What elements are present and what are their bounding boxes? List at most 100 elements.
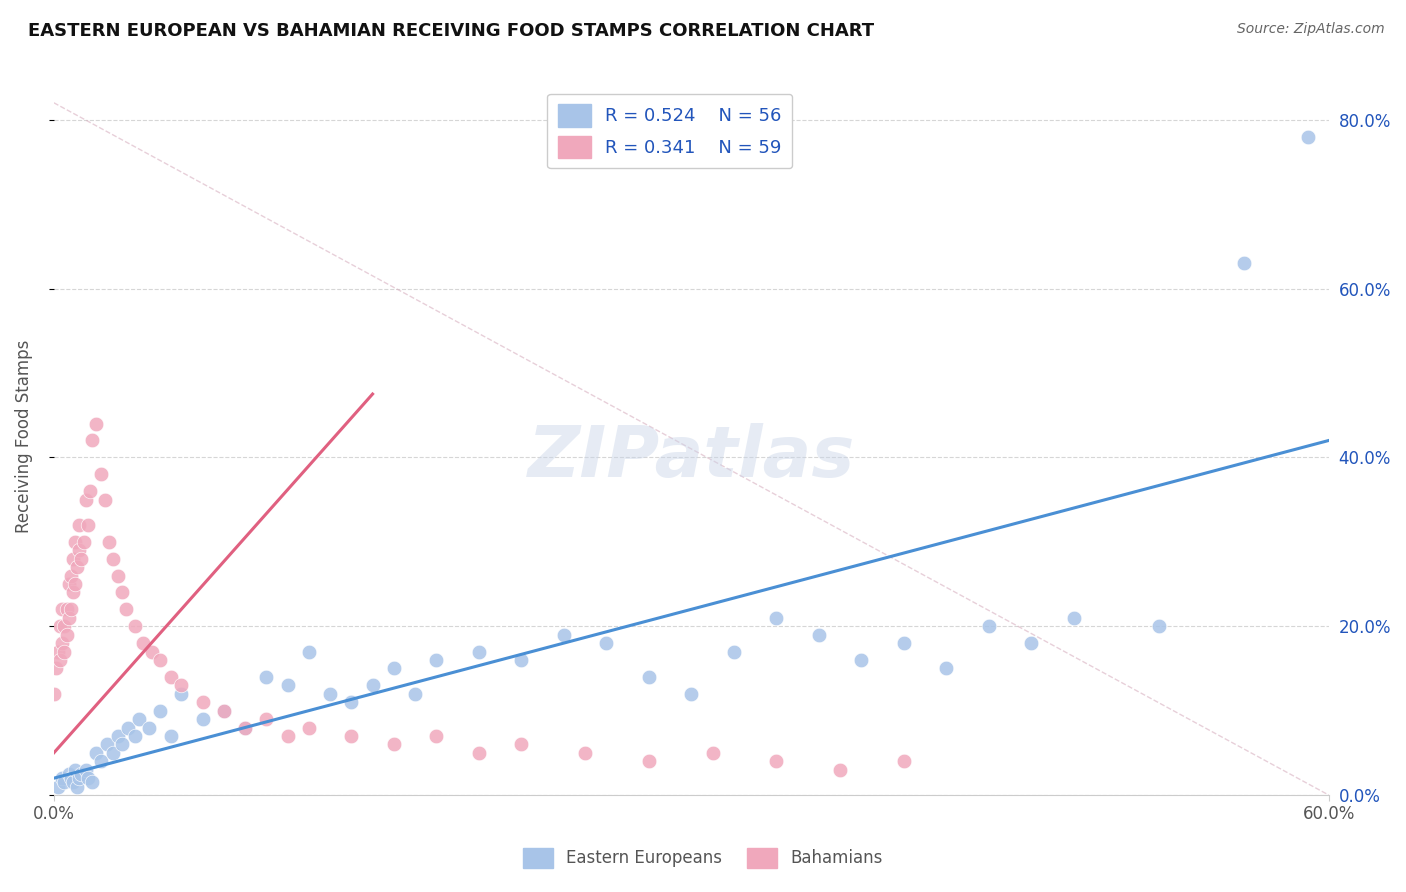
Point	[254, 712, 277, 726]
Legend: R = 0.524    N = 56, R = 0.341    N = 59: R = 0.524 N = 56, R = 0.341 N = 59	[547, 94, 793, 169]
Point	[67, 543, 90, 558]
Point	[149, 653, 172, 667]
Point	[107, 729, 129, 743]
Point	[53, 644, 76, 658]
Point	[63, 763, 86, 777]
Point	[80, 775, 103, 789]
Point	[159, 670, 181, 684]
Point	[103, 746, 125, 760]
Point	[107, 568, 129, 582]
Point	[141, 644, 163, 658]
Text: Source: ZipAtlas.com: Source: ZipAtlas.com	[1237, 22, 1385, 37]
Point	[637, 670, 659, 684]
Point	[191, 695, 214, 709]
Point	[55, 602, 77, 616]
Point	[170, 687, 193, 701]
Point	[138, 721, 160, 735]
Point	[63, 577, 86, 591]
Point	[159, 729, 181, 743]
Point	[212, 704, 235, 718]
Point	[67, 517, 90, 532]
Point	[298, 721, 321, 735]
Point	[637, 754, 659, 768]
Point	[212, 704, 235, 718]
Point	[86, 746, 108, 760]
Point	[425, 653, 447, 667]
Point	[49, 619, 72, 633]
Point	[723, 644, 745, 658]
Text: ZIPatlas: ZIPatlas	[527, 424, 855, 492]
Point	[42, 687, 65, 701]
Point	[58, 767, 80, 781]
Point	[340, 695, 363, 709]
Point	[468, 746, 491, 760]
Point	[510, 653, 533, 667]
Point	[79, 484, 101, 499]
Point	[124, 729, 146, 743]
Point	[595, 636, 617, 650]
Point	[96, 738, 118, 752]
Point	[765, 611, 787, 625]
Point	[404, 687, 426, 701]
Point	[62, 775, 84, 789]
Point	[191, 712, 214, 726]
Point	[1233, 256, 1256, 270]
Point	[62, 551, 84, 566]
Point	[80, 434, 103, 448]
Point	[53, 775, 76, 789]
Point	[1147, 619, 1170, 633]
Point	[51, 636, 73, 650]
Point	[277, 729, 299, 743]
Point	[851, 653, 873, 667]
Point	[319, 687, 342, 701]
Point	[66, 560, 89, 574]
Point	[76, 517, 98, 532]
Point	[46, 644, 69, 658]
Point	[58, 611, 80, 625]
Point	[111, 738, 134, 752]
Point	[149, 704, 172, 718]
Point	[75, 492, 97, 507]
Point	[63, 534, 86, 549]
Point	[115, 602, 138, 616]
Point	[70, 551, 93, 566]
Point	[807, 627, 830, 641]
Point	[1296, 129, 1319, 144]
Point	[90, 754, 112, 768]
Point	[70, 767, 93, 781]
Point	[46, 780, 69, 794]
Point	[233, 721, 256, 735]
Point	[681, 687, 703, 701]
Point	[361, 678, 384, 692]
Point	[124, 619, 146, 633]
Point	[702, 746, 724, 760]
Point	[111, 585, 134, 599]
Point	[103, 551, 125, 566]
Point	[94, 492, 117, 507]
Point	[977, 619, 1000, 633]
Point	[58, 577, 80, 591]
Point	[72, 534, 94, 549]
Point	[59, 602, 82, 616]
Point	[233, 721, 256, 735]
Point	[425, 729, 447, 743]
Point	[828, 763, 851, 777]
Point	[76, 771, 98, 785]
Point	[49, 653, 72, 667]
Point	[1063, 611, 1085, 625]
Point	[66, 780, 89, 794]
Point	[1019, 636, 1042, 650]
Point	[59, 771, 82, 785]
Point	[298, 644, 321, 658]
Point	[340, 729, 363, 743]
Point	[62, 585, 84, 599]
Legend: Eastern Europeans, Bahamians: Eastern Europeans, Bahamians	[516, 841, 890, 875]
Point	[51, 602, 73, 616]
Point	[254, 670, 277, 684]
Point	[893, 754, 915, 768]
Text: EASTERN EUROPEAN VS BAHAMIAN RECEIVING FOOD STAMPS CORRELATION CHART: EASTERN EUROPEAN VS BAHAMIAN RECEIVING F…	[28, 22, 875, 40]
Point	[55, 627, 77, 641]
Point	[765, 754, 787, 768]
Point	[277, 678, 299, 692]
Point	[51, 771, 73, 785]
